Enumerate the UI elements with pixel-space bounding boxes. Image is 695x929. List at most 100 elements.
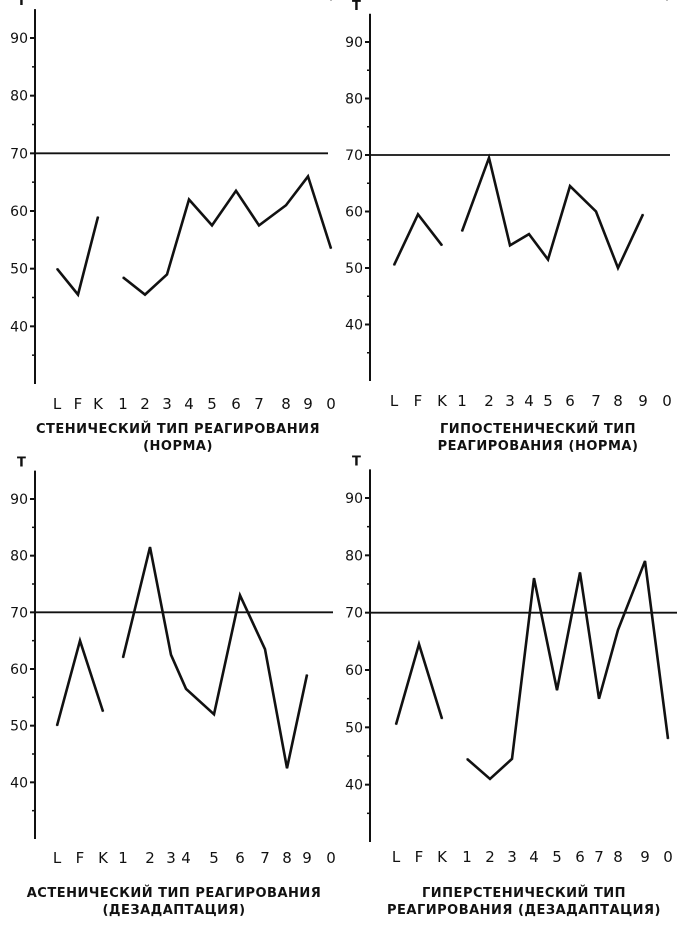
panel-1-data-point bbox=[307, 175, 309, 177]
panel-1-data-point bbox=[122, 276, 124, 278]
panel-3-y-tick-label: 50 bbox=[10, 719, 28, 735]
panel-2-y-tick-label: 40 bbox=[345, 318, 363, 334]
panel-4-title: ГИПЕРСТЕНИЧЕСКИЙ ТИП РЕАГИРОВАНИЯ (ДЕЗАД… bbox=[354, 885, 694, 919]
panel-1-data-point bbox=[188, 198, 190, 201]
panel-1-series-segment-2 bbox=[122, 173, 333, 297]
panel-3-data-point bbox=[239, 594, 241, 596]
panel-3-y-tick-label: 40 bbox=[10, 775, 28, 791]
panel-3-data-point bbox=[213, 713, 215, 715]
panel-4-x-tick-label: 0 bbox=[663, 848, 673, 866]
panel-1-data-point bbox=[77, 294, 79, 296]
panel-3-y-tick-label: 90 bbox=[10, 492, 28, 508]
panel-4-x-tick-label: 4 bbox=[529, 848, 539, 866]
panel-1-x-tick-label: 0 bbox=[326, 395, 336, 413]
panel-1-data-point bbox=[211, 224, 213, 227]
panel-4-y-tick-label: 80 bbox=[345, 548, 363, 564]
panel-3-x-tick-label: 9 bbox=[302, 849, 312, 867]
panel-4-data-point bbox=[441, 718, 443, 720]
panel-2-data-point bbox=[666, 0, 668, 1]
panel-4-y-tick-label: 50 bbox=[345, 720, 363, 736]
panel-3-y-tick-label: 70 bbox=[10, 605, 28, 621]
panel-1-y-tick-label: 90 bbox=[10, 31, 28, 47]
panel-1-y-tick-label: 50 bbox=[10, 262, 28, 278]
panel-1-data-point bbox=[258, 224, 260, 227]
panel-4-title-line2: РЕАГИРОВАНИЯ (ДЕЗАДАПТАЦИЯ) bbox=[386, 903, 661, 918]
panel-4-x-tick-label: 6 bbox=[575, 848, 585, 866]
panel-1-x-tick-label: 9 bbox=[303, 395, 313, 413]
panel-2-y-tick-label: 60 bbox=[345, 205, 363, 221]
panel-3-data-point bbox=[264, 648, 266, 650]
panel-1-data-point bbox=[144, 294, 146, 296]
panel-3-x-tick-label: 1 bbox=[118, 849, 128, 867]
panel-4-x-tick-label: 5 bbox=[552, 848, 562, 866]
panel-2-x-tick-label: 9 bbox=[638, 392, 648, 410]
panel-2-data-point bbox=[509, 244, 511, 246]
panel-3-x-tick-label: K bbox=[98, 849, 109, 867]
panel-2-data-point bbox=[642, 213, 644, 215]
panel-3-title-line2: (ДЕЗАДАПТАЦИЯ) bbox=[102, 903, 246, 918]
panel-3-y-tick-label: 60 bbox=[10, 662, 28, 678]
panel-2-x-tick-label: F bbox=[414, 392, 423, 410]
panel-3-x-tick-label: F bbox=[76, 849, 85, 867]
panel-1-x-tick-label: 1 bbox=[118, 395, 128, 413]
panel-1-y-tick-label: 80 bbox=[10, 89, 28, 105]
panel-3-data-point bbox=[306, 674, 308, 676]
panel-4-y-tick-label: 60 bbox=[345, 663, 363, 679]
panel-4-data-point bbox=[533, 577, 535, 579]
panel-4-y-axis-label: T bbox=[352, 454, 361, 469]
panel-2-data-point bbox=[441, 244, 443, 246]
panel-4-data-point bbox=[395, 723, 397, 726]
panel-2-data-point bbox=[461, 230, 463, 232]
panel-2-title: ГИПОСТЕНИЧЕСКИЙ ТИП РЕАГИРОВАНИЯ (НОРМА) bbox=[368, 421, 695, 455]
panel-1-x-tick-label: 2 bbox=[140, 395, 150, 413]
panel-4-title-line1: ГИПЕРСТЕНИЧЕСКИЙ ТИП bbox=[422, 886, 626, 901]
panel-4-x-tick-label: F bbox=[415, 848, 424, 866]
panel-1-data-point bbox=[235, 190, 237, 192]
panel-1-data-point bbox=[330, 247, 332, 250]
panel-2-x-tick-label: 7 bbox=[591, 392, 601, 410]
panel-3-x-tick-label: 3 bbox=[166, 849, 176, 867]
panel-2-y-tick-label: 80 bbox=[345, 92, 363, 108]
panel-2-data-point bbox=[617, 267, 619, 269]
panel-3-x-tick-label: 2 bbox=[145, 849, 155, 867]
panel-2-y-tick-label: 90 bbox=[345, 35, 363, 51]
panel-3-y-axis-label: T bbox=[17, 456, 26, 471]
panel-2-x-tick-label: 2 bbox=[484, 392, 494, 410]
panel-3-data-point bbox=[185, 688, 187, 690]
panel-2-y-tick-label: 70 bbox=[345, 148, 363, 164]
panel-4-data-point bbox=[667, 738, 669, 740]
panel-4-series-segment-1 bbox=[394, 639, 444, 725]
panel-4-x-tick-label: K bbox=[437, 848, 448, 866]
panel-2-data-point bbox=[488, 157, 490, 159]
panel-3-data-point bbox=[149, 546, 151, 548]
panel-4-series-segment-2 bbox=[466, 560, 670, 781]
panel-3-data-point bbox=[79, 640, 81, 642]
panel-1-x-tick-label: 8 bbox=[281, 395, 291, 413]
panel-4-y-tick-label: 90 bbox=[345, 491, 363, 507]
panel-3-title: АСТЕНИЧЕСКИЙ ТИП РЕАГИРОВАНИЯ (ДЕЗАДАПТА… bbox=[4, 885, 344, 919]
panel-4-x-tick-label: 1 bbox=[462, 848, 472, 866]
panel-3-data-point bbox=[330, 0, 332, 1]
panel-3-x-tick-label: 0 bbox=[326, 849, 336, 867]
panel-4-x-tick-label: 3 bbox=[507, 848, 517, 866]
panel-3-data-point bbox=[286, 767, 288, 769]
panel-2-y-tick-label: 50 bbox=[345, 261, 363, 277]
panel-2-x-tick-label: 5 bbox=[543, 392, 553, 410]
panel-2-title-line2: РЕАГИРОВАНИЯ (НОРМА) bbox=[437, 439, 639, 454]
panel-4-x-tick-label: L bbox=[392, 848, 401, 866]
panel-2-data-point bbox=[569, 185, 571, 187]
panel-3-x-tick-label: 8 bbox=[282, 849, 292, 867]
panel-1-x-tick-label: 6 bbox=[231, 395, 241, 413]
panel-3-x-tick-label: 6 bbox=[235, 849, 245, 867]
panel-4-data-point bbox=[579, 571, 581, 574]
panel-2-data-point bbox=[528, 233, 530, 235]
panel-1-title-line1: СТЕНИЧЕСКИЙ ТИП РЕАГИРОВАНИЯ bbox=[36, 422, 320, 437]
panel-2-data-point bbox=[417, 213, 419, 215]
panel-1-x-tick-label: L bbox=[53, 395, 62, 413]
panel-2-x-tick-label: 6 bbox=[565, 392, 575, 410]
panel-4-data-point bbox=[466, 758, 468, 760]
panel-3-data-point bbox=[56, 725, 58, 727]
panel-3-series-segment-2 bbox=[121, 546, 309, 769]
panel-2-data-point bbox=[595, 210, 597, 213]
panel-1-x-tick-label: K bbox=[93, 395, 104, 413]
